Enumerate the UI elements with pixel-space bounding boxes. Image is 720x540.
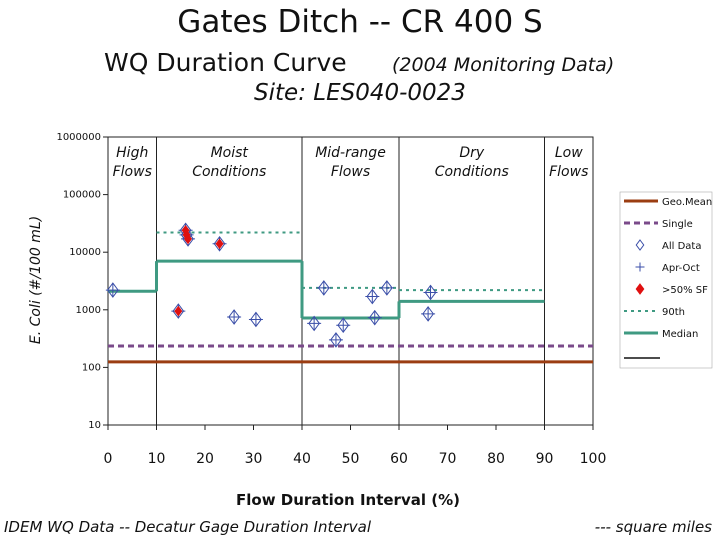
x-tick-label: 100 bbox=[580, 451, 607, 467]
legend-median-label: Median bbox=[662, 329, 698, 340]
region-label: Flows bbox=[113, 164, 152, 180]
legend-50-sf-label: >50% SF bbox=[662, 285, 708, 296]
x-tick-label: 60 bbox=[390, 451, 408, 467]
x-tick-label: 70 bbox=[439, 451, 457, 467]
region-label: Dry bbox=[459, 145, 485, 161]
apr-oct-point bbox=[423, 285, 438, 300]
all-data-point bbox=[308, 315, 320, 332]
all-data-point bbox=[330, 332, 342, 348]
apr-oct-point bbox=[421, 306, 436, 321]
y-tick-label: 1000000 bbox=[56, 132, 101, 143]
plot-frame bbox=[107, 136, 594, 426]
all-data-point bbox=[381, 280, 393, 296]
exceed-sf-point bbox=[215, 238, 224, 250]
legend-box bbox=[619, 191, 713, 369]
y-tick-label: 10 bbox=[88, 420, 101, 431]
region-label: Flows bbox=[549, 164, 588, 180]
x-tick-label: 50 bbox=[342, 451, 360, 467]
apr-oct-point bbox=[365, 289, 380, 304]
exceed-sf-point bbox=[174, 305, 183, 317]
legend-geo-mean-label: Geo.Mean bbox=[662, 197, 712, 208]
apr-oct-point bbox=[105, 283, 120, 298]
x-tick-label: 0 bbox=[104, 451, 113, 467]
x-tick-label: 40 bbox=[293, 451, 311, 467]
x-tick-label: 20 bbox=[196, 451, 214, 467]
all-data-point bbox=[317, 280, 330, 296]
footer-area: --- square miles bbox=[594, 518, 712, 536]
legend-all-data-swatch bbox=[635, 239, 645, 251]
region-label: Flows bbox=[331, 164, 370, 180]
x-tick-label: 30 bbox=[245, 451, 263, 467]
chart-title-note: (2004 Monitoring Data) bbox=[392, 54, 615, 76]
x-tick-label: 90 bbox=[536, 451, 554, 467]
region-label: Conditions bbox=[435, 164, 509, 180]
x-tick-label: 10 bbox=[148, 451, 166, 467]
chart-site-label: Site: LES040-0023 bbox=[254, 80, 466, 106]
legend-single-label: Single bbox=[662, 219, 693, 230]
chart-title-line1: Gates Ditch -- CR 400 S bbox=[177, 4, 543, 40]
region-label: Low bbox=[555, 145, 583, 161]
footer-source: IDEM WQ Data -- Decatur Gage Duration In… bbox=[4, 518, 371, 536]
y-tick-label: 100000 bbox=[63, 190, 101, 201]
region-label: Mid-range bbox=[315, 145, 386, 161]
legend-all-data-label: All Data bbox=[662, 241, 701, 252]
y-axis-label: E. Coli (#/100 mL) bbox=[28, 216, 44, 344]
apr-oct-point bbox=[367, 310, 382, 325]
apr-oct-point bbox=[328, 332, 343, 347]
y-tick-label: 1000 bbox=[76, 305, 101, 316]
legend-apr-oct-swatch bbox=[635, 262, 645, 272]
apr-oct-point bbox=[227, 309, 242, 324]
apr-oct-point bbox=[307, 316, 322, 331]
legend-90th-label: 90th bbox=[662, 307, 685, 318]
region-label: Moist bbox=[211, 145, 249, 161]
all-data-point bbox=[368, 309, 381, 326]
chart-title-line2: WQ Duration Curve bbox=[104, 48, 347, 77]
all-data-point bbox=[424, 284, 437, 301]
apr-oct-point bbox=[248, 312, 263, 327]
legend-50-sf-swatch bbox=[635, 283, 645, 295]
region-label: High bbox=[116, 145, 148, 161]
x-tick-label: 80 bbox=[487, 451, 505, 467]
region-label: Conditions bbox=[192, 164, 266, 180]
x-axis-label: Flow Duration Interval (%) bbox=[236, 491, 460, 509]
apr-oct-point bbox=[379, 280, 394, 295]
y-tick-label: 10000 bbox=[69, 247, 101, 258]
exceed-sf-point bbox=[184, 233, 193, 245]
legend-apr-oct-label: Apr-Oct bbox=[662, 263, 700, 274]
y-tick-label: 100 bbox=[82, 362, 101, 373]
apr-oct-point bbox=[316, 280, 331, 295]
apr-oct-point bbox=[336, 318, 351, 333]
